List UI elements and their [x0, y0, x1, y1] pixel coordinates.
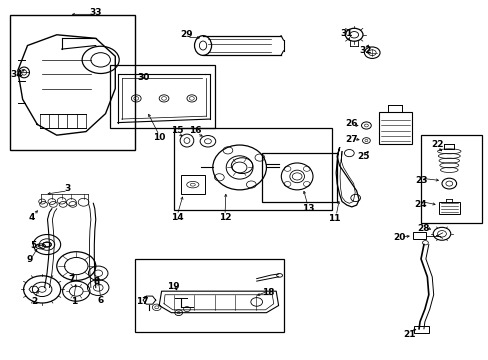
Bar [438, 202, 459, 214]
Text: 14: 14 [170, 213, 183, 222]
Text: 10: 10 [153, 133, 165, 142]
Text: 5: 5 [31, 241, 37, 250]
Text: 3: 3 [65, 184, 71, 193]
Bar [173, 128, 331, 211]
Text: 20: 20 [392, 233, 405, 242]
Text: 22: 22 [430, 140, 443, 149]
Text: 8: 8 [93, 276, 100, 285]
Text: 26: 26 [345, 119, 357, 128]
Text: 33: 33 [89, 8, 102, 17]
Text: 12: 12 [218, 213, 231, 222]
Text: 24: 24 [414, 199, 427, 208]
Text: 30: 30 [137, 73, 149, 82]
Text: 21: 21 [402, 330, 415, 339]
Text: 32: 32 [359, 46, 371, 55]
Text: 19: 19 [167, 282, 180, 291]
Text: 25: 25 [357, 152, 369, 161]
Text: 4: 4 [28, 213, 35, 222]
Text: 27: 27 [345, 135, 357, 144]
Text: 15: 15 [171, 126, 183, 135]
Bar [412, 232, 426, 239]
Bar [413, 325, 428, 333]
Text: 1: 1 [71, 297, 77, 306]
Text: 2: 2 [32, 297, 38, 306]
Text: 23: 23 [414, 176, 427, 185]
Text: 13: 13 [301, 204, 313, 213]
Text: 17: 17 [136, 297, 148, 306]
Bar [261, 153, 336, 202]
Text: 29: 29 [180, 30, 193, 39]
Text: 11: 11 [328, 214, 340, 223]
Text: 7: 7 [68, 275, 75, 284]
Text: 28: 28 [417, 224, 429, 233]
Text: 9: 9 [27, 256, 33, 265]
Bar [181, 175, 204, 194]
Text: 6: 6 [97, 296, 103, 305]
Text: 16: 16 [189, 126, 202, 135]
Bar [420, 135, 481, 223]
Text: 31: 31 [340, 29, 352, 38]
Bar [10, 15, 135, 149]
Bar [135, 259, 283, 332]
Bar [110, 65, 215, 128]
Text: 18: 18 [261, 288, 274, 297]
Text: 34: 34 [10, 70, 23, 79]
Bar [378, 112, 411, 144]
